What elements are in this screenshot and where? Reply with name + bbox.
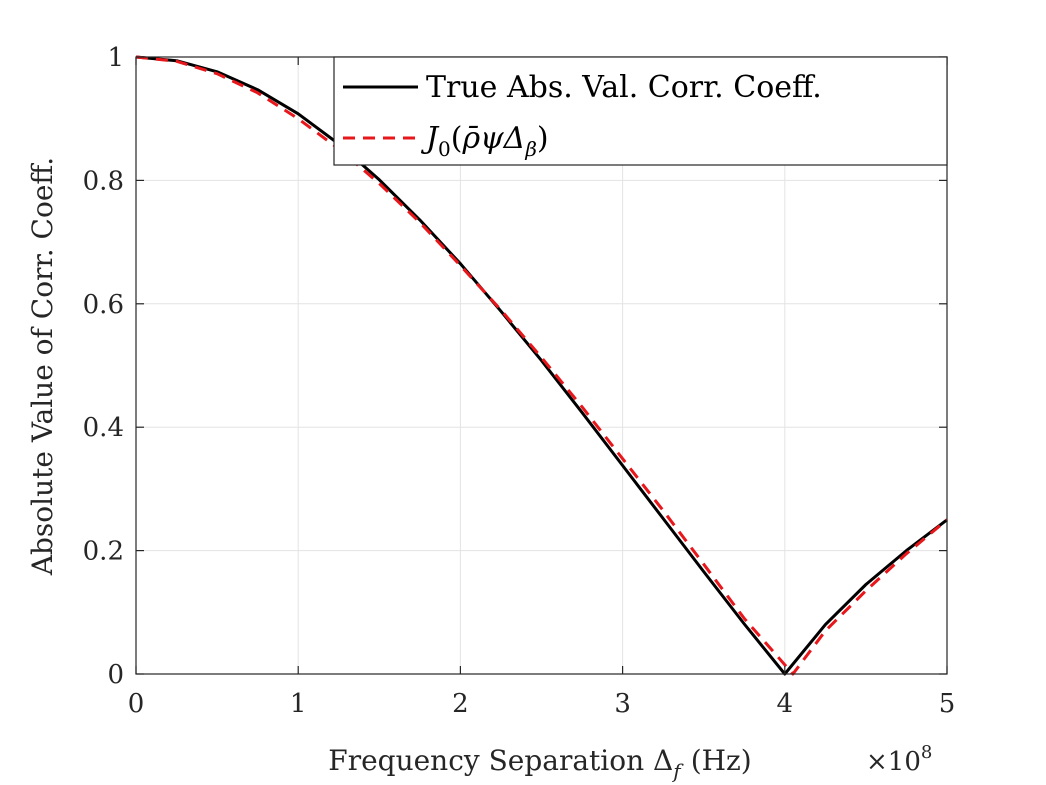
legend-bessel-args: ρ̄ψΔ [461,121,525,156]
y-tick-label: 0.6 [83,290,124,320]
x-axis-title-units: (Hz) [691,744,752,777]
series-bessel-approx [135,55,948,676]
x-tick-label: 3 [614,689,631,719]
x-tick-label: 0 [128,689,145,719]
x-tick-label: 2 [452,689,469,719]
tick-labels: 0 1 2 3 4 5 0 0.2 0.4 0.6 0.8 1 [83,43,956,719]
y-tick-label: 0.4 [83,413,124,443]
x-tick-label: 4 [777,689,794,719]
legend-label-true: True Abs. Val. Corr. Coeff. [426,70,822,105]
x-multiplier-base: ×10 [866,747,921,777]
legend-bessel-beta: β [524,137,537,161]
x-axis-title: Frequency Separation Δf (Hz) [328,744,751,783]
x-tick-label: 1 [290,689,307,719]
legend-bessel-open: ( [451,121,463,156]
series-layer [135,55,948,676]
y-tick-label: 0.2 [83,537,124,567]
y-tick-label: 0.8 [83,166,124,196]
y-tick-label: 1 [107,43,124,73]
x-axis-title-sub: f [671,759,684,783]
series-true-corr-coeff [135,55,948,676]
y-tick-label: 0 [107,660,124,690]
x-axis-title-main: Frequency Separation Δ [328,744,673,777]
legend-bessel-close: ) [537,121,549,156]
legend: True Abs. Val. Corr. Coeff. J0(ρ̄ψΔβ) [333,56,948,166]
y-axis-title: Absolute Value of Corr. Coeff. [26,157,59,576]
x-multiplier-exp: 8 [921,742,932,763]
x-multiplier: ×108 [866,742,932,777]
legend-box [333,56,948,166]
legend-bessel-sub: 0 [438,137,451,161]
x-tick-label: 5 [939,689,956,719]
